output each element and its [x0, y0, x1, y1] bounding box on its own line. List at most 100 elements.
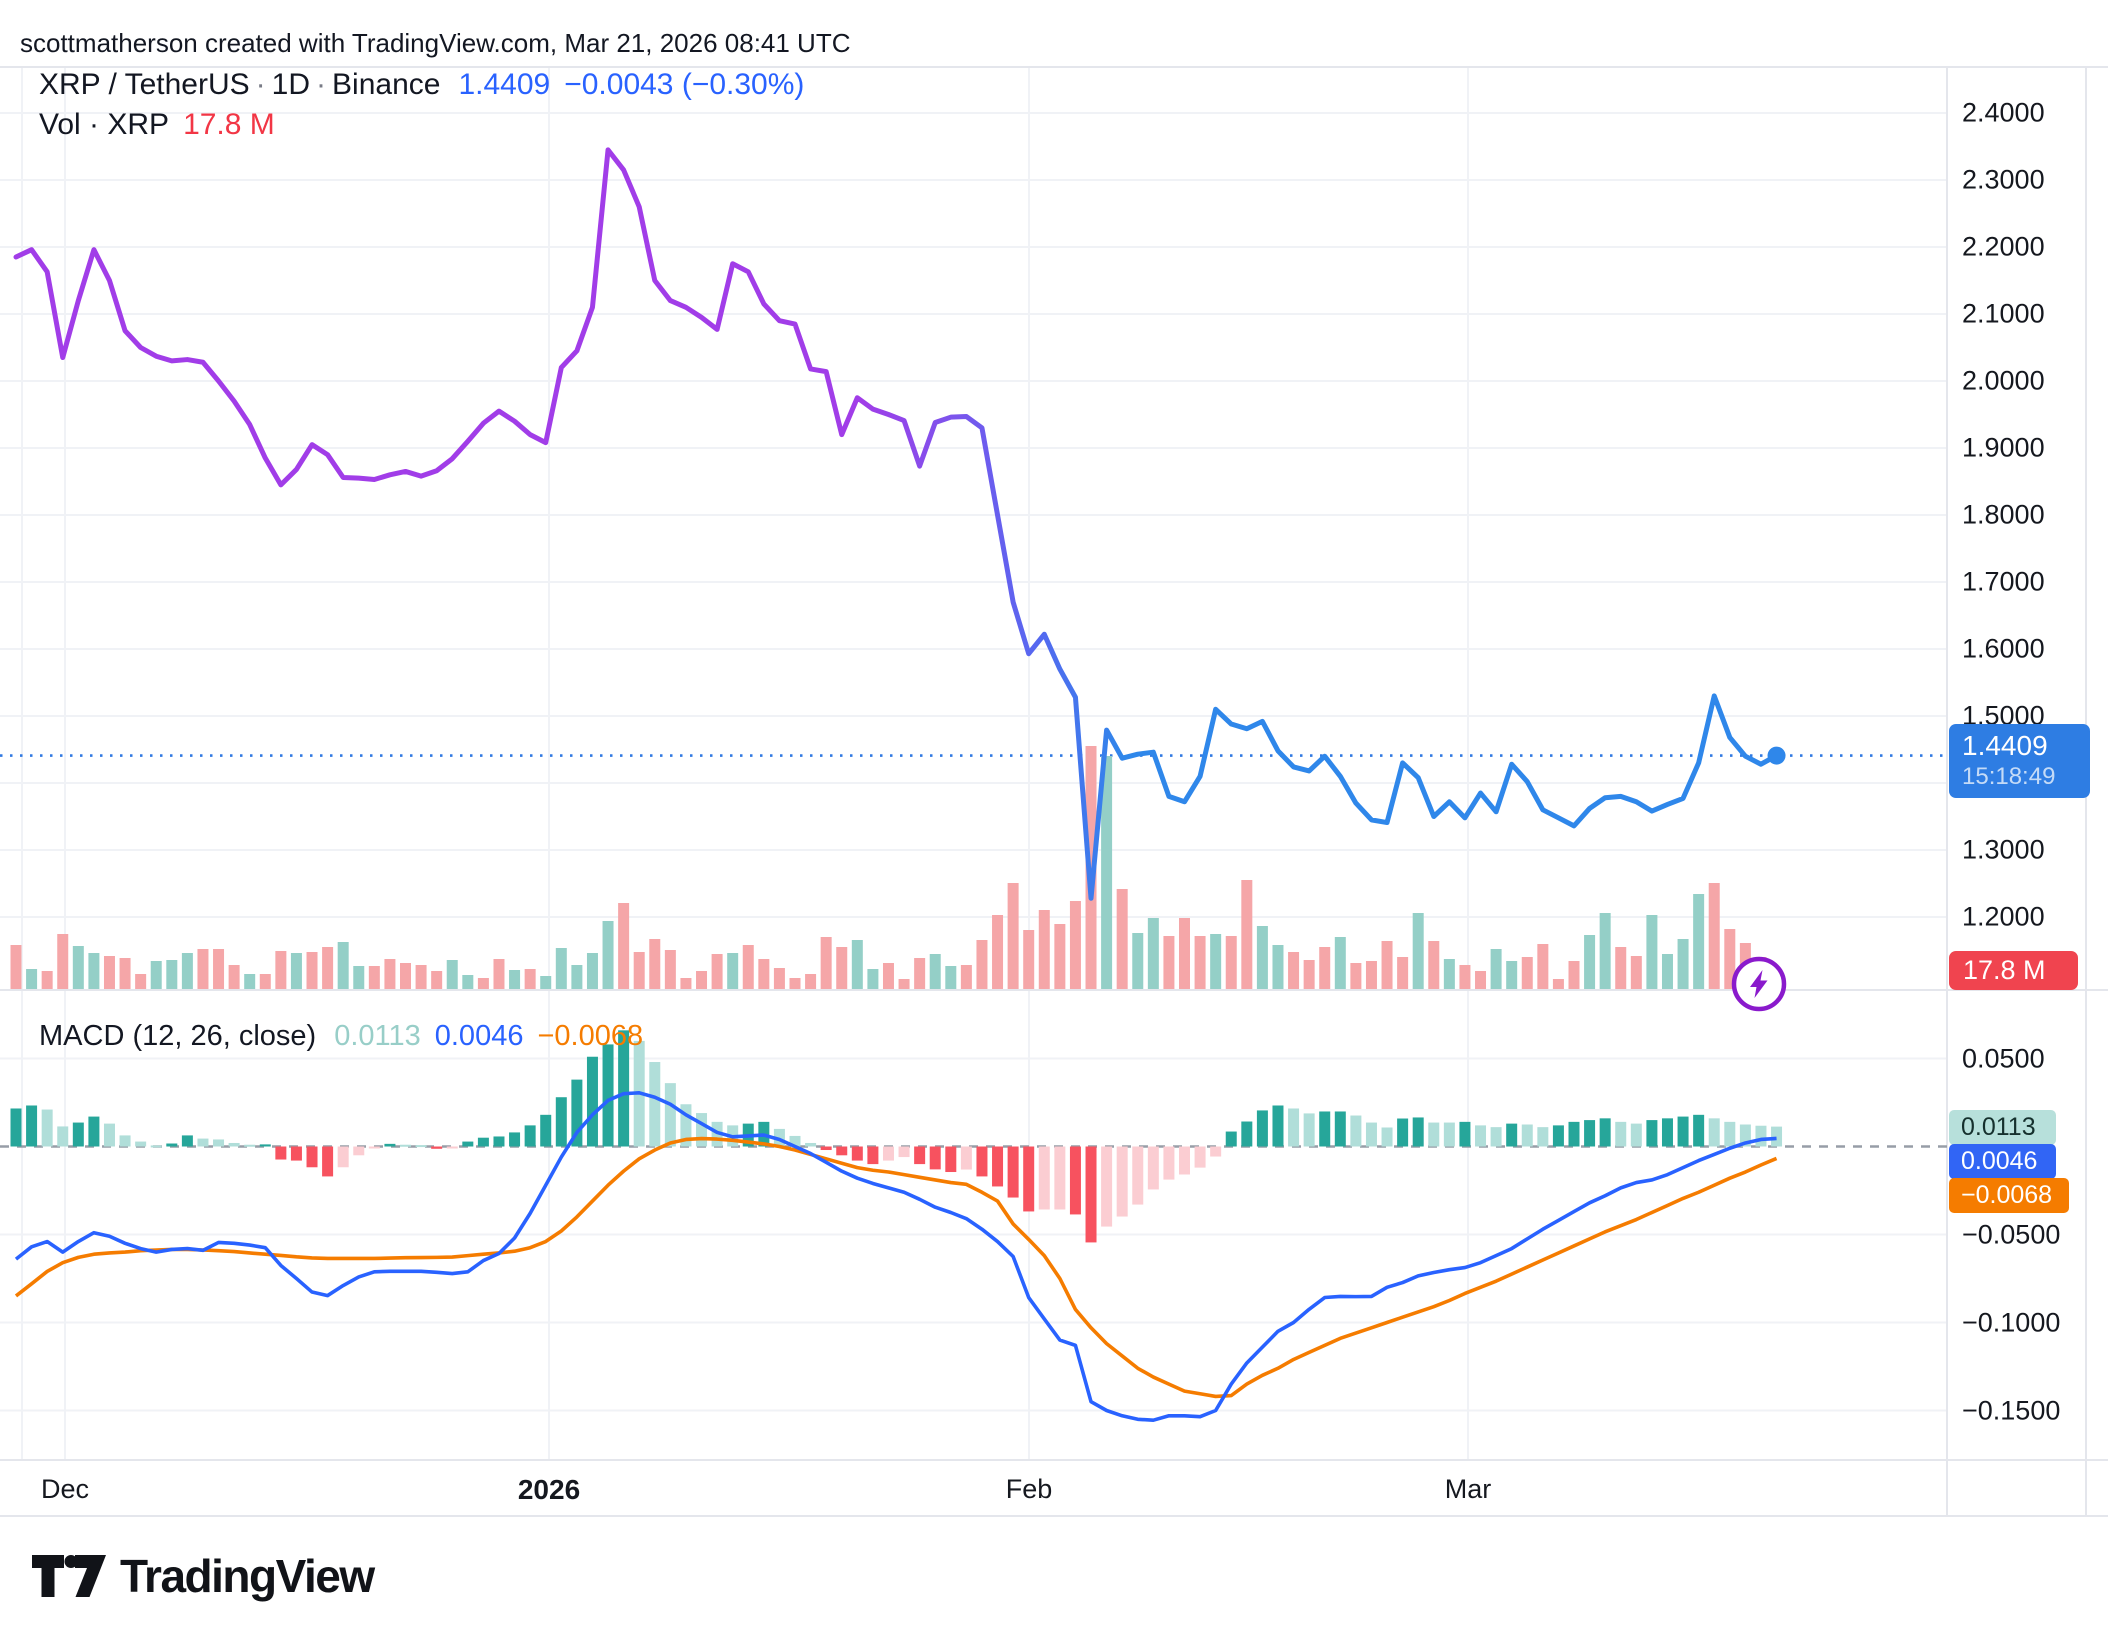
macd-histogram-bar	[1397, 1118, 1409, 1147]
volume-bar	[415, 965, 427, 989]
price-axis-label: 2.1000	[1962, 298, 2045, 329]
macd-histogram-bar	[306, 1146, 318, 1168]
volume-bar	[1397, 957, 1409, 989]
price-axis-label: 1.9000	[1962, 432, 2045, 463]
macd-line	[14, 1091, 1777, 1422]
lightning-button[interactable]	[1731, 956, 1787, 1012]
volume-bar	[72, 946, 84, 989]
volume-bar	[1241, 880, 1253, 989]
volume-bar	[742, 945, 754, 989]
separator-dot: ·	[255, 68, 266, 101]
volume-bar	[602, 921, 614, 989]
tradingview-logo[interactable]: TradingView	[30, 1549, 375, 1603]
volume-bar	[1552, 979, 1564, 989]
price-line	[13, 147, 1780, 901]
macd-histogram-bar	[1319, 1111, 1331, 1147]
macd-histogram-bar	[88, 1116, 100, 1147]
tradingview-logo-text: TradingView	[120, 1550, 375, 1602]
volume-bar	[322, 947, 334, 989]
price-axis-label: 2.4000	[1962, 97, 2045, 128]
macd-histogram-bar	[1365, 1122, 1377, 1147]
macd-histogram-bar	[1568, 1121, 1580, 1147]
volume-bar	[805, 974, 817, 989]
volume-bar	[103, 956, 115, 989]
macd-signal-badge: −0.0068	[1949, 1178, 2069, 1213]
macd-histogram-bar	[1241, 1121, 1253, 1147]
volume-bar	[1615, 947, 1627, 989]
macd-histogram-bar	[1599, 1118, 1611, 1147]
volume-bar	[1116, 889, 1128, 989]
volume-bar	[1428, 941, 1440, 989]
symbol-header[interactable]: XRP / TetherUS · 1D · Binance 1.4409 −0.0043 (…	[39, 68, 804, 102]
volume-bar	[1661, 954, 1673, 989]
volume-bar	[727, 953, 739, 989]
volume-bar	[773, 968, 785, 989]
countdown-timer: 15:18:49	[1962, 762, 2056, 790]
macd-header[interactable]: MACD (12, 26, close) 0.0113 0.0046 −0.0068	[39, 1020, 643, 1053]
volume-bar	[1521, 957, 1533, 989]
volume-bar	[945, 966, 957, 989]
volume-bar	[1132, 933, 1144, 989]
macd-histogram-bar	[1288, 1108, 1300, 1147]
macd-histogram-bar	[1350, 1115, 1362, 1147]
volume-bar	[960, 965, 972, 989]
volume-bar	[1069, 901, 1081, 989]
price-axis-label: 2.0000	[1962, 365, 2045, 396]
macd-histogram-bar	[1132, 1146, 1144, 1205]
volume-bar	[882, 963, 894, 989]
timeframe-label: 1D	[271, 68, 311, 101]
macd-histogram-bar	[1334, 1111, 1346, 1147]
macd-histogram-bar	[898, 1146, 910, 1158]
macd-histogram-bar	[166, 1143, 178, 1147]
volume-bar	[914, 958, 926, 989]
macd-histogram-bar	[618, 1030, 630, 1147]
volume-bar	[1630, 956, 1642, 989]
macd-histogram-bar	[1256, 1110, 1268, 1147]
macd-label: MACD (12, 26, close)	[39, 1020, 317, 1052]
macd-histogram-bar	[1693, 1114, 1705, 1147]
volume-bar	[820, 937, 832, 989]
macd-histogram-bar	[384, 1143, 396, 1147]
macd-histogram-bar	[680, 1104, 692, 1147]
macd-histogram-bar	[851, 1146, 863, 1161]
volume-bar	[337, 942, 349, 989]
volume-bar	[1179, 918, 1190, 989]
macd-histogram-bar	[1537, 1127, 1549, 1147]
macd-histogram-bar	[1475, 1125, 1487, 1147]
macd-histogram-bar	[992, 1146, 1004, 1187]
volume-bar	[1147, 918, 1159, 989]
volume-bar	[477, 978, 489, 989]
time-axis-label: Dec	[40, 1474, 90, 1504]
price-axis-label: 1.6000	[1962, 633, 2045, 664]
macd-histogram-bar	[1615, 1121, 1627, 1147]
volume-bar	[181, 953, 193, 989]
time-axis-label: Mar	[1444, 1474, 1492, 1504]
volume-bar	[789, 978, 801, 989]
volume-header[interactable]: Vol · XRP 17.8 M	[39, 108, 275, 142]
volume-bar	[1163, 936, 1175, 989]
volume-bar	[1677, 939, 1689, 989]
volume-bar	[259, 974, 271, 989]
macd-histogram-bar	[820, 1146, 832, 1151]
macd-histogram-bar	[1038, 1146, 1050, 1210]
tradingview-logo-icon	[32, 1555, 106, 1597]
macd-histogram-bar	[431, 1146, 443, 1149]
macd-histogram-bar	[789, 1135, 801, 1147]
macd-histogram-bar	[976, 1146, 988, 1177]
volume-bar	[88, 953, 100, 989]
volume-bar	[649, 939, 661, 989]
macd-value-badge: 0.0046	[1949, 1144, 2056, 1179]
volume-bar	[150, 961, 162, 989]
macd-histogram-bar	[322, 1146, 334, 1177]
volume-bar	[664, 950, 676, 989]
volume-bar	[1101, 756, 1113, 989]
price-axis-label: 1.2000	[1962, 901, 2045, 932]
volume-bar	[1007, 883, 1019, 989]
macd-histogram-bar	[696, 1113, 708, 1147]
macd-histogram-bar	[1490, 1127, 1502, 1147]
macd-line-value: 0.0046	[434, 1020, 524, 1052]
volume-bar	[1584, 935, 1596, 989]
last-price-value: 1.4409	[458, 68, 551, 101]
macd-histogram-bar	[1771, 1126, 1783, 1147]
